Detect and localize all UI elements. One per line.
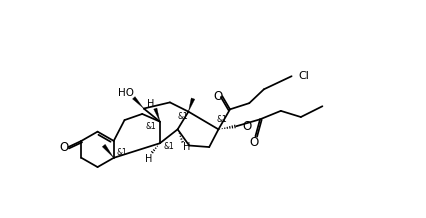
Text: O: O — [242, 120, 251, 133]
Text: &1: &1 — [216, 115, 227, 124]
Text: H: H — [147, 99, 154, 109]
Text: &1: &1 — [145, 122, 155, 131]
Text: &1: &1 — [177, 112, 188, 121]
Text: &1: &1 — [163, 142, 173, 151]
Polygon shape — [102, 144, 113, 158]
Text: Cl: Cl — [298, 71, 309, 81]
Polygon shape — [188, 98, 194, 112]
Text: &1: &1 — [117, 148, 127, 157]
Text: HO: HO — [118, 88, 134, 98]
Text: O: O — [213, 90, 222, 103]
Text: H: H — [183, 142, 190, 152]
Text: H: H — [144, 154, 152, 164]
Text: O: O — [59, 141, 68, 153]
Text: O: O — [249, 136, 258, 149]
Polygon shape — [132, 97, 144, 109]
Polygon shape — [153, 108, 160, 122]
